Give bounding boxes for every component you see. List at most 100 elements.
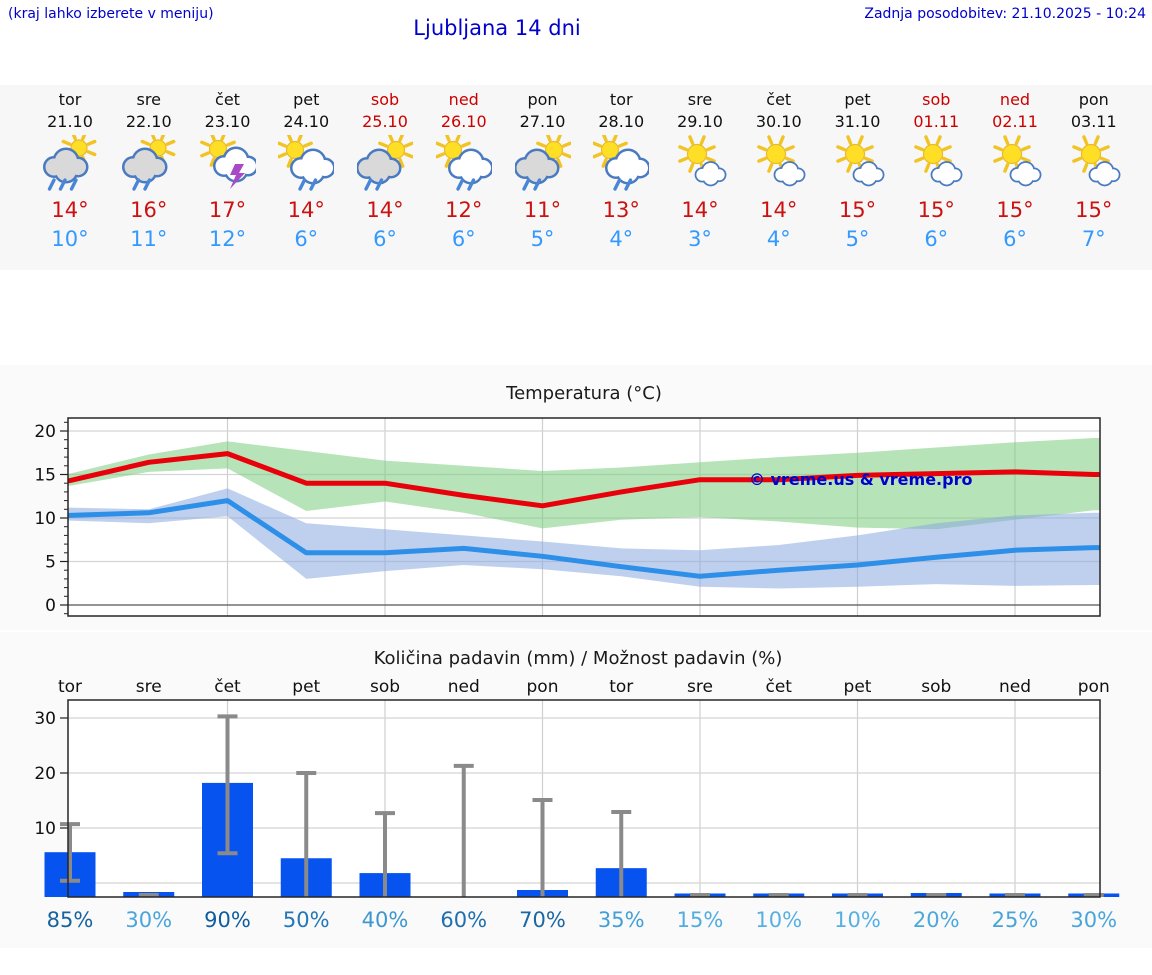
sun-ray — [778, 135, 785, 146]
day-label: čet — [766, 677, 793, 697]
weather-icon-sun-cloud-rain — [278, 135, 335, 191]
day-name: ned — [448, 90, 479, 109]
day-label: sre — [687, 677, 713, 697]
cloud-shape — [930, 161, 963, 187]
day-max-temp: 15° — [917, 198, 955, 222]
sun-ray — [942, 156, 953, 163]
rain-streak — [298, 178, 307, 191]
day-max-temp: 14° — [51, 198, 89, 222]
sun-ray — [678, 145, 689, 152]
temp-chart-title: Temperatura (°C) — [505, 383, 662, 404]
day-min-temp: 4° — [766, 227, 791, 251]
cloud-shape — [852, 161, 884, 187]
day-name: sre — [687, 90, 713, 109]
sun-ray — [404, 141, 413, 148]
sun-ray — [914, 145, 925, 152]
day-min-temp: 3° — [688, 227, 712, 251]
temperature-chart: 0 5 10 15 20 Temperatura (°C) © vreme.us & vre… — [0, 365, 1152, 630]
cloud-shape — [1088, 161, 1121, 187]
precip-probability-label: 85% — [47, 908, 94, 932]
y-tick-label: 15 — [34, 466, 56, 486]
sun-ray — [935, 135, 943, 146]
sun-ray — [705, 156, 716, 163]
sun-ray — [863, 156, 874, 163]
sun-ray — [1003, 162, 1010, 173]
cloud-shape — [121, 147, 168, 184]
sun-ray — [993, 156, 1004, 163]
sun-ray — [756, 145, 767, 152]
weather-icon-sun-small-cloud — [1071, 135, 1121, 187]
y-tick-label: 10 — [34, 819, 56, 839]
sun-ray — [398, 158, 405, 168]
cloud-fill — [56, 161, 76, 181]
day-name: sre — [136, 90, 161, 109]
menu-hint[interactable]: (kraj lahko izberete v meniju) — [8, 6, 214, 22]
day-max-temp: 14° — [287, 198, 325, 222]
day-max-temp: 14° — [366, 198, 404, 222]
cloud-fill — [939, 170, 954, 185]
precip-probability-label: 10% — [755, 908, 802, 932]
day-name: tor — [609, 90, 633, 109]
page-title: Ljubljana 14 dni — [413, 16, 581, 40]
day-label: pon — [1078, 677, 1110, 697]
sun-ray — [845, 135, 852, 146]
cloud-shape — [605, 148, 650, 185]
day-max-temp: 15° — [1075, 198, 1113, 222]
rain-streak — [624, 178, 633, 191]
sun-ray — [444, 158, 451, 168]
sun-ray — [535, 141, 546, 148]
day-min-temp: 6° — [294, 227, 319, 251]
weather-icon-sun-rain-2 — [121, 135, 176, 191]
cloud-fill — [369, 162, 389, 182]
y-tick-label: 20 — [34, 422, 56, 442]
sun-ray — [209, 135, 216, 141]
sun-ray — [545, 135, 552, 142]
precip-probability-label: 30% — [1070, 908, 1117, 932]
sun-ray — [678, 156, 689, 163]
cloud-fill — [1097, 170, 1112, 185]
day-name: pon — [1078, 90, 1109, 109]
sun-ray — [1071, 145, 1082, 152]
sun-disc — [1001, 143, 1023, 165]
sun-ray — [766, 162, 774, 173]
rain-streak — [58, 178, 67, 191]
precip-probability-label: 25% — [992, 908, 1039, 932]
rain-streak — [467, 178, 475, 191]
day-date: 22.10 — [125, 112, 172, 131]
sun-ray — [1071, 156, 1082, 163]
sun-ray — [460, 141, 471, 148]
cloud-shape — [447, 148, 492, 185]
sun-disc — [544, 140, 563, 160]
sun-ray — [688, 162, 695, 173]
sun-ray — [1093, 135, 1100, 146]
day-label: sob — [921, 677, 951, 697]
precip-probability-label: 40% — [362, 908, 409, 932]
day-name: tor — [58, 90, 82, 109]
day-min-temp: 4° — [609, 227, 634, 251]
cloud-fill — [526, 162, 547, 182]
day-name: sob — [370, 90, 400, 109]
sun-ray — [140, 139, 151, 146]
sun-ray — [287, 135, 293, 142]
weather-icon-sun-small-cloud — [835, 135, 884, 187]
precip-probability-label: 90% — [204, 908, 251, 932]
rain-streak — [521, 178, 530, 191]
cloud-fill — [134, 161, 155, 181]
temp-max-line — [68, 451, 1100, 509]
day-name: čet — [215, 90, 240, 109]
sun-ray — [378, 141, 388, 148]
day-min-temp: 6° — [1003, 227, 1027, 251]
last-update: Zadnja posodobitev: 21.10.2025 - 10:24 — [864, 6, 1146, 22]
day-max-temp: 16° — [130, 198, 168, 222]
watermark: © vreme.us & vreme.pro — [749, 470, 972, 489]
day-label: sob — [370, 677, 400, 697]
day-label: pon — [527, 677, 559, 697]
cloud-shape — [514, 148, 559, 185]
rain-streak — [47, 178, 56, 191]
cloud-fill — [703, 170, 718, 185]
sun-ray — [924, 135, 931, 146]
sun-ray — [444, 135, 451, 142]
sun-ray — [219, 135, 226, 141]
day-max-temp: 14° — [681, 198, 719, 222]
plot-frame — [67, 417, 1101, 617]
